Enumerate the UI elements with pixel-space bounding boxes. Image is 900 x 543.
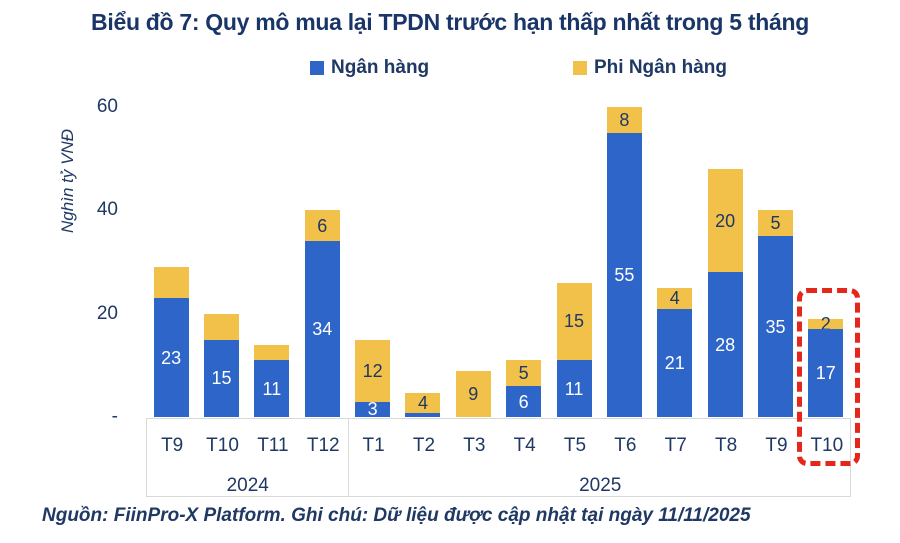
bar-value-label: 6 (317, 215, 328, 236)
bar-value-label: 23 (161, 347, 182, 368)
segment-bank (405, 413, 441, 417)
legend-item-bank: Ngân hàng (310, 57, 429, 79)
bar-value-label: 4 (417, 393, 428, 414)
bar-value-label: 8 (619, 109, 630, 130)
bar-value-label: 35 (765, 316, 786, 337)
bar-value-label: 5 (770, 213, 781, 234)
segment-nonbank (254, 344, 290, 361)
bar-T10-2025: 2 17 (808, 315, 844, 417)
bar-value-label: 5 (518, 363, 529, 384)
chart-title: Biểu đồ 7: Quy mô mua lại TPDN trước hạn… (91, 9, 809, 35)
bar-value-label: 17 (815, 363, 836, 384)
bar-value-label: 12 (362, 360, 383, 381)
x-label-T4-2025: T4 (513, 435, 536, 456)
x-label-T9-2024: T9 (161, 435, 184, 456)
x-group-label-2024: 2024 (226, 474, 269, 496)
segment-bank: 3 (355, 399, 391, 417)
bar-value-label: 55 (614, 264, 635, 285)
x-label-T12-2024: T12 (306, 435, 340, 456)
bar-value-label: 34 (312, 319, 333, 340)
segment-nonbank: 5 (506, 360, 542, 386)
bar-T7-2025: 4 21 (657, 287, 693, 417)
x-label-T3-2025: T3 (463, 435, 486, 456)
bar-T10-2024: 15 (204, 313, 240, 417)
x-group-label-2025: 2025 (579, 474, 622, 496)
bar-T12-2024: 6 34 (304, 210, 340, 417)
x-label-T8-2025: T8 (715, 435, 738, 456)
category-axis-box: T9 T10 T11 T12 T1 T2 T3 T4 T5 T6 T7 T8 T9 T10 2024 2025 (146, 418, 851, 497)
segment-nonbank: 5 (757, 210, 793, 237)
segment-nonbank: 15 (556, 282, 592, 361)
x-label-T1-2025: T1 (362, 435, 385, 456)
source-note: Nguồn: FiinPro-X Platform. Ghi chú: Dữ l… (42, 505, 751, 526)
legend-label-bank: Ngân hàng (331, 57, 430, 78)
bar-T11-2024: 11 (254, 344, 290, 417)
x-label-T7-2025: T7 (664, 435, 687, 456)
nonbank-legend-swatch-icon (573, 61, 587, 75)
bar-value-label: 11 (262, 378, 282, 399)
segment-nonbank: 8 (606, 107, 642, 133)
segment-nonbank: 4 (657, 287, 693, 309)
bar-value-label: 21 (664, 352, 685, 373)
segment-bank: 6 (506, 386, 542, 417)
segment-bank: 21 (657, 308, 693, 417)
bar-T9-2025: 5 35 (757, 210, 793, 417)
segment-nonbank: 12 (355, 339, 391, 402)
segment-bank: 15 (204, 339, 240, 417)
plot-area: 23 15 11 6 34 12 3 4 9 5 6 15 11 8 55 4 21 20 28 5 35 2 17 (146, 107, 851, 417)
x-label-T10-2025: T10 (810, 435, 844, 456)
segment-bank: 17 (808, 329, 844, 417)
bar-T2-2025: 4 (405, 392, 441, 417)
bar-value-label: 6 (518, 391, 529, 412)
y-tick-label: 20 (96, 302, 118, 324)
segment-nonbank: 2 (808, 315, 844, 333)
highlight-red-dashed-box (797, 288, 860, 466)
bar-T8-2025: 20 28 (707, 169, 743, 417)
legend-label-nonbank: Phi Ngân hàng (594, 57, 727, 78)
bar-value-label: 20 (715, 210, 736, 231)
segment-bank: 23 (153, 298, 189, 417)
bar-value-label: 2 (820, 314, 831, 335)
bar-T9-2024: 23 (153, 267, 189, 417)
segment-nonbank: 4 (405, 392, 441, 414)
x-label-T5-2025: T5 (563, 435, 587, 456)
segment-bank: 35 (757, 236, 793, 417)
y-tick-label: 60 (96, 96, 118, 117)
segment-nonbank: 6 (304, 210, 340, 242)
bar-value-label: 3 (367, 399, 378, 417)
bar-T5-2025: 15 11 (556, 282, 592, 417)
bank-legend-swatch-icon (310, 61, 324, 75)
segment-bank: 34 (304, 241, 340, 417)
bar-value-label: 28 (715, 334, 736, 355)
bar-value-label: 11 (564, 378, 584, 399)
x-label-T10-2024: T10 (206, 435, 239, 456)
category-group-divider (348, 419, 350, 496)
segment-nonbank (153, 267, 189, 299)
bar-value-label: 15 (564, 311, 585, 332)
bar-value-label: 4 (669, 288, 680, 309)
segment-nonbank: 9 (455, 370, 491, 417)
bar-value-label: 15 (211, 368, 232, 389)
segment-nonbank: 20 (707, 169, 743, 273)
bar-T3-2025: 9 (455, 370, 491, 417)
bar-T1-2025: 12 3 (355, 339, 391, 417)
bar-value-label: 9 (468, 383, 479, 404)
segment-bank: 55 (606, 132, 642, 417)
y-tick-label: - (111, 406, 118, 427)
segment-bank: 11 (556, 360, 592, 417)
y-tick-label: 40 (96, 199, 118, 221)
x-label-T9-2025: T9 (765, 435, 788, 456)
segment-bank: 11 (254, 360, 290, 417)
bar-T6-2025: 8 55 (606, 107, 642, 417)
segment-bank: 28 (707, 272, 743, 417)
x-label-T11-2024: T11 (257, 435, 289, 456)
x-label-T6-2025: T6 (614, 435, 637, 456)
segment-nonbank (204, 313, 240, 340)
x-label-T2-2025: T2 (412, 435, 436, 456)
legend-item-nonbank: Phi Ngân hàng (573, 57, 727, 79)
